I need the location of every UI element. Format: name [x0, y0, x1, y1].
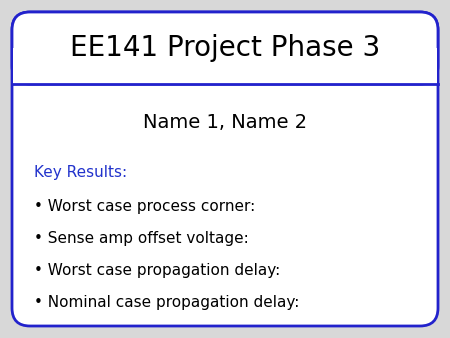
Text: • Worst case process corner:: • Worst case process corner:: [34, 198, 255, 214]
FancyBboxPatch shape: [12, 12, 438, 84]
Text: • Sense amp offset voltage:: • Sense amp offset voltage:: [34, 231, 249, 245]
Text: • Worst case propagation delay:: • Worst case propagation delay:: [34, 263, 280, 277]
FancyBboxPatch shape: [12, 12, 438, 326]
Bar: [13, 48, 437, 84]
Text: Key Results:: Key Results:: [34, 165, 127, 179]
Text: • Nominal case propagation delay:: • Nominal case propagation delay:: [34, 294, 299, 310]
Text: EE141 Project Phase 3: EE141 Project Phase 3: [70, 34, 380, 62]
Text: Name 1, Name 2: Name 1, Name 2: [143, 113, 307, 131]
